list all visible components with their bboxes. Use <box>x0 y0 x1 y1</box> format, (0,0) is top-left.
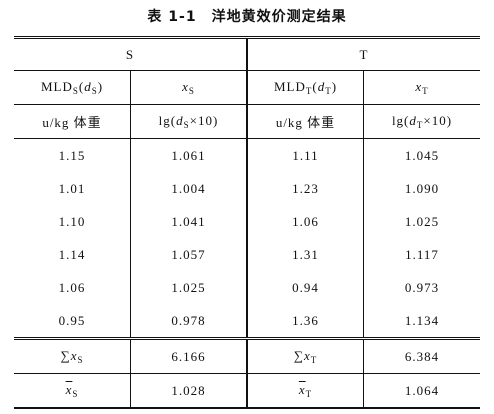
text-run: MLD <box>40 79 73 94</box>
data-cell: 1.31 <box>247 238 364 271</box>
text-run: x <box>70 348 78 363</box>
data-cell: 1.14 <box>14 238 131 271</box>
text-run: S <box>91 86 98 96</box>
header-cell: lg(dT×10) <box>363 104 480 139</box>
text-run: d <box>84 79 92 94</box>
data-cell: 1.15 <box>14 138 131 172</box>
data-cell: 1.134 <box>404 312 440 328</box>
group-header: S <box>14 36 248 71</box>
data-cell: 1.090 <box>404 180 440 196</box>
text-run: ) <box>331 79 338 94</box>
header-row: MLDS(dS) xS MLDT(dT) xT <box>14 70 480 105</box>
text-run: x <box>182 79 189 94</box>
text-run: lg( <box>391 113 410 128</box>
data-cell: 0.94 <box>247 271 364 304</box>
data-cell: 1.061 <box>130 138 248 172</box>
data-cell: 1.045 <box>404 147 440 163</box>
summary-row: xS 1.028 xT 1.064 <box>14 373 480 409</box>
data-cell: 1.10 <box>14 205 131 238</box>
text-run: S <box>72 389 79 399</box>
summary-cell: 6.384 <box>363 337 480 374</box>
table-body: S T MLDS(dS) xS MLDT(dT) xT u/kg 体重 lg(dS×10) u/… <box>14 36 480 409</box>
header-cell: MLDS(dS) <box>14 70 131 105</box>
data-cell: 1.004 <box>130 172 248 205</box>
summary-cell: 1.028 <box>130 373 248 409</box>
data-row: 1.14 1.057 1.31 1.117 <box>14 238 480 271</box>
data-cell: 1.041 <box>130 205 248 238</box>
text-run: S <box>188 86 195 96</box>
summary-cell: 1.064 <box>363 373 480 409</box>
text-run: ×10) <box>189 113 219 128</box>
data-cell: 1.06 <box>247 205 364 238</box>
text-run: ( <box>78 79 85 94</box>
data-cell: 1.01 <box>14 172 131 205</box>
data-row: 1.01 1.004 1.23 1.090 <box>14 172 480 205</box>
text-run: d <box>317 79 326 94</box>
text-run: S <box>77 355 84 365</box>
data-row: 1.15 1.061 1.11 1.045 <box>14 138 480 172</box>
text-run: MLD <box>273 79 306 94</box>
text-run: ( <box>312 79 318 94</box>
data-cell: 1.23 <box>247 172 364 205</box>
text-run: T <box>310 355 318 365</box>
text-run: T <box>416 120 424 130</box>
table-title: 表 1-1 洋地黄效价测定结果 <box>147 9 347 25</box>
text-run: S <box>72 86 79 96</box>
text-run: S <box>183 120 190 130</box>
data-cell: 1.117 <box>405 246 439 262</box>
text-run: T <box>305 389 313 399</box>
summary-row: ∑xS 6.166 ∑xT 6.384 <box>14 337 480 374</box>
text-run: x <box>415 79 423 94</box>
text-run: ∑ <box>60 348 71 363</box>
summary-cell: ∑xS <box>14 337 131 374</box>
text-run: x <box>298 382 306 397</box>
data-cell: 0.973 <box>404 279 440 295</box>
text-run: x <box>65 382 73 397</box>
data-row: 0.95 0.978 1.36 1.134 <box>14 304 480 339</box>
results-table: S T MLDS(dS) xS MLDT(dT) xT u/kg 体重 lg(dS×10) u/… <box>14 36 480 409</box>
data-cell: 1.11 <box>247 138 364 172</box>
summary-cell: xT <box>247 373 364 409</box>
header-cell: u/kg 体重 <box>14 104 131 139</box>
header-cell: MLDT(dT) <box>247 70 364 105</box>
text-run: ∑ <box>293 348 304 363</box>
text-run: T <box>305 86 313 96</box>
data-row: 1.06 1.025 0.94 0.973 <box>14 271 480 304</box>
data-cell: 1.36 <box>247 304 364 339</box>
header-cell: xT <box>363 70 480 105</box>
header-cell: xS <box>130 70 248 105</box>
data-cell: 1.057 <box>130 238 248 271</box>
text-run: T <box>325 86 332 96</box>
group-header: T <box>247 36 480 71</box>
summary-cell: ∑xT <box>247 337 364 374</box>
summary-cell: 6.166 <box>130 337 248 374</box>
header-row: u/kg 体重 lg(dS×10) u/kg 体重 lg(dT×10) <box>14 104 480 139</box>
data-cell: 1.06 <box>14 271 131 304</box>
summary-cell: xS <box>14 373 131 409</box>
data-cell: 0.978 <box>130 304 248 339</box>
header-cell: lg(dS×10) <box>130 104 248 139</box>
data-cell: 0.95 <box>14 304 131 339</box>
data-cell: 1.025 <box>404 213 440 229</box>
text-run: ×10) <box>423 113 453 128</box>
text-run: lg( <box>158 113 177 128</box>
data-cell: 1.025 <box>130 271 248 304</box>
data-row: 1.10 1.041 1.06 1.025 <box>14 205 480 238</box>
text-run: ) <box>97 79 104 94</box>
text-run: x <box>304 348 311 363</box>
text-run: d <box>176 113 184 128</box>
header-cell: u/kg 体重 <box>247 104 364 139</box>
text-run: d <box>409 113 417 128</box>
text-run: T <box>422 86 429 96</box>
